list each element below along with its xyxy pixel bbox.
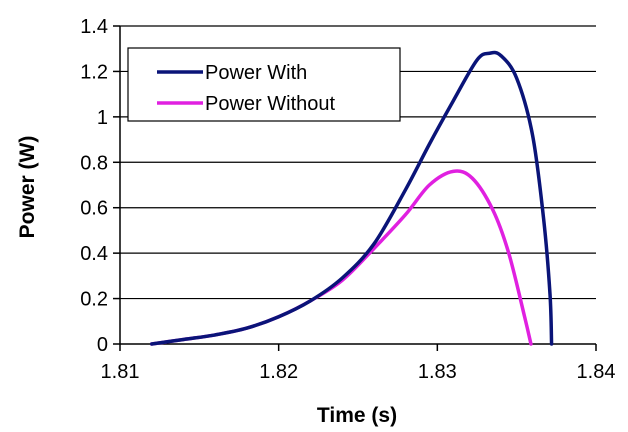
y-tick-label: 0 (97, 334, 108, 356)
tick-labels: 0 0.2 0.4 0.6 0.8 1 1.2 1.4 1.81 1.82 1.83 1.84 (80, 16, 615, 383)
y-tick-label: 0.4 (80, 243, 108, 265)
y-tick-label: 0.2 (80, 289, 108, 311)
series-line-power-with (149, 50, 554, 346)
y-tick-label: 1.4 (80, 16, 108, 38)
series-line-power-without (149, 169, 533, 346)
y-tick-label: 0.6 (80, 198, 108, 220)
y-tick-label: 1.2 (80, 61, 108, 83)
legend: Power With Power Without (127, 47, 401, 122)
x-tick-label: 1.82 (259, 361, 298, 383)
x-tick-label: 1.83 (418, 361, 457, 383)
y-tick-label: 1 (97, 107, 108, 129)
y-axis-title: Power (W) (16, 136, 39, 239)
legend-label-power-with: Power With (205, 62, 307, 84)
series-lines (149, 50, 554, 346)
axes (113, 25, 597, 351)
y-tick-label: 0.8 (80, 152, 108, 174)
legend-label-power-without: Power Without (205, 93, 335, 115)
x-axis-title: Time (s) (317, 404, 397, 427)
x-tick-label: 1.84 (577, 361, 616, 383)
legend-box (127, 47, 401, 122)
x-tick-label: 1.81 (101, 361, 140, 383)
